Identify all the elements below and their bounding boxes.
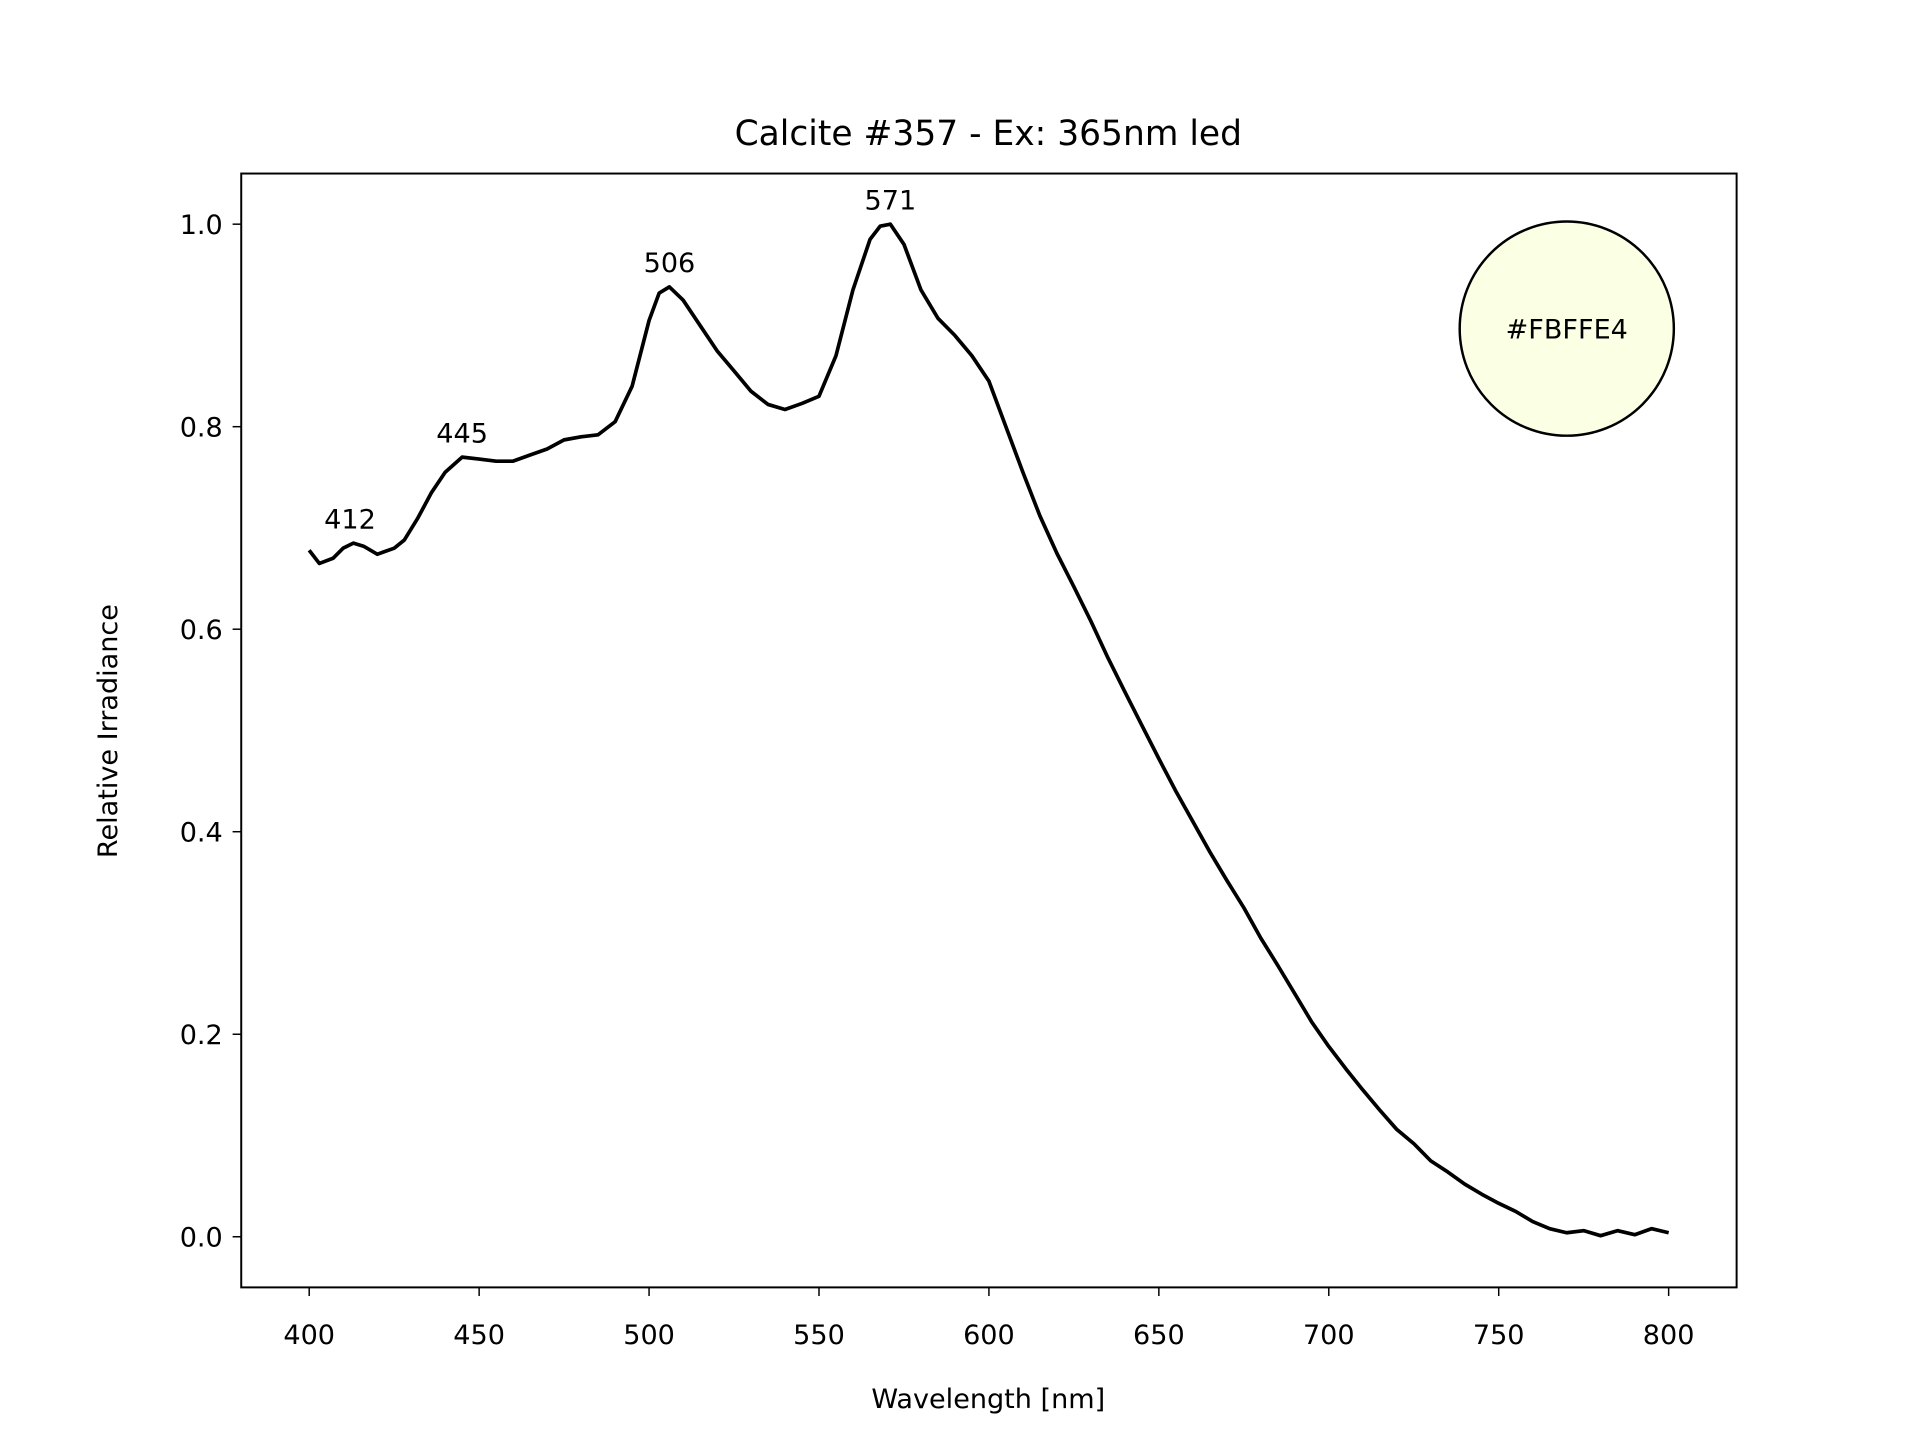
x-tick-label: 600 xyxy=(963,1320,1015,1351)
x-tick-label: 650 xyxy=(1133,1320,1185,1351)
color-swatch-label: #FBFFE4 xyxy=(1506,314,1628,345)
axes-frame xyxy=(240,172,1738,1289)
x-axis-label: Wavelength [nm] xyxy=(871,1384,1105,1415)
color-swatch-circle xyxy=(1458,220,1676,437)
y-tick-label: 0.8 xyxy=(180,413,223,444)
y-tick-label: 0.2 xyxy=(180,1020,223,1051)
y-tick-label: 0.0 xyxy=(180,1223,223,1254)
peak-label: 412 xyxy=(324,504,376,535)
peak-label: 506 xyxy=(644,248,696,279)
chart-title: Calcite #357 - Ex: 365nm led xyxy=(735,114,1242,154)
peak-label: 445 xyxy=(436,418,488,449)
x-tick-label: 800 xyxy=(1643,1320,1695,1351)
x-tick-label: 450 xyxy=(453,1320,505,1351)
spectrum-line xyxy=(307,222,1670,1238)
y-tick-label: 1.0 xyxy=(180,210,223,241)
x-tick-label: 700 xyxy=(1303,1320,1355,1351)
y-tick-label: 0.4 xyxy=(180,818,223,849)
y-axis-label: Relative Irradiance xyxy=(93,604,124,858)
x-tick-label: 550 xyxy=(793,1320,845,1351)
peak-label: 571 xyxy=(865,185,917,216)
x-tick-label: 750 xyxy=(1473,1320,1525,1351)
x-tick-label: 500 xyxy=(623,1320,675,1351)
x-tick-label: 400 xyxy=(283,1320,335,1351)
y-tick-label: 0.6 xyxy=(180,615,223,646)
